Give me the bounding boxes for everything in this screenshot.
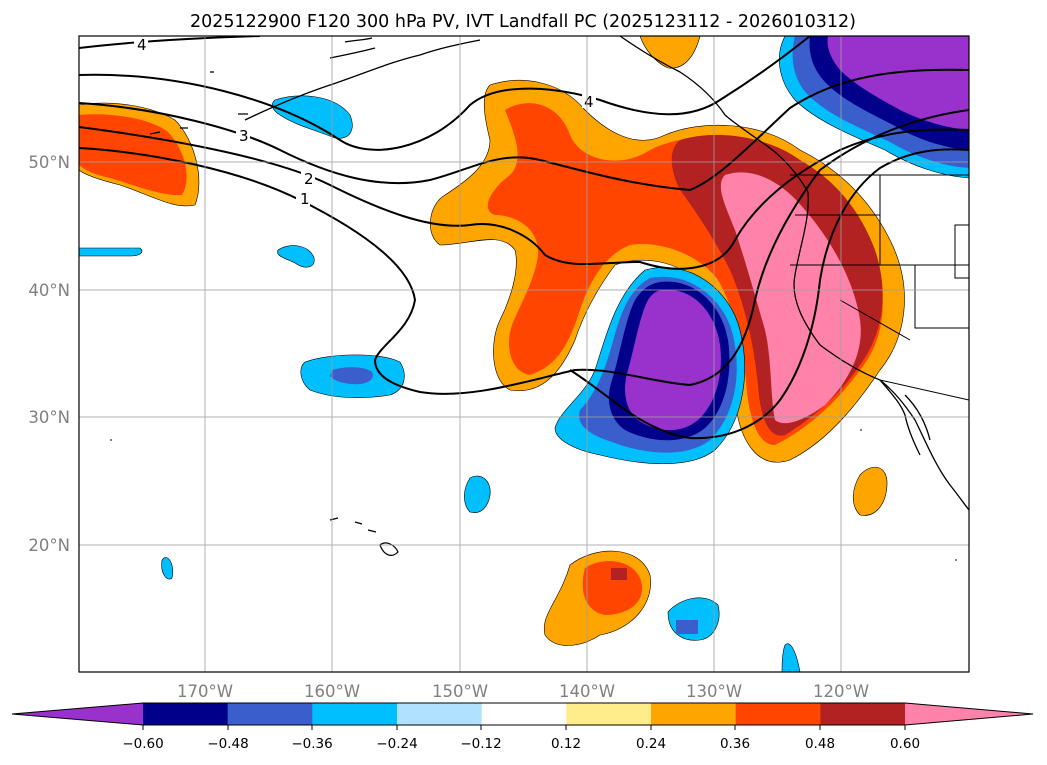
- lon-labels: 170°W 160°W 150°W 140°W 130°W 120°W: [177, 682, 869, 701]
- alaska-islands: [149, 37, 376, 135]
- colorbar-segment: [227, 703, 313, 725]
- positive-anomaly-gulf: [639, 36, 701, 69]
- colorbar-ticks: [142, 725, 906, 730]
- hawaii-islands: [329, 517, 399, 556]
- pv-contours: [79, 36, 969, 440]
- cb-label-012: 0.12: [551, 736, 581, 752]
- alaska-coast: [244, 36, 809, 193]
- positive-anomaly-baja: [852, 466, 888, 516]
- small-islands: [110, 429, 957, 561]
- negative-anomaly-south-2-core: [676, 620, 698, 634]
- colorbar-segment: [312, 703, 398, 725]
- cb-label-024: 0.24: [636, 736, 666, 752]
- positive-anomaly-pink: [720, 172, 861, 424]
- cb-label-neg024: −0.24: [376, 736, 417, 752]
- pv-label-2: 2: [304, 170, 314, 188]
- negative-anomaly-hawaii-n: [464, 475, 491, 513]
- colorbar: −0.60 −0.48 −0.36 −0.24 −0.12 0.12 0.24 …: [11, 702, 1034, 752]
- label-bg-4b: [134, 36, 148, 52]
- lat-label-50n: 50°N: [28, 153, 70, 172]
- negative-anomaly-ne-core: [827, 36, 969, 130]
- pv-label-4b: 4: [137, 36, 147, 54]
- pv-contour-1: [79, 109, 969, 395]
- pv-contour-4-north: [79, 36, 261, 49]
- lat-label-30n: 30°N: [28, 408, 70, 427]
- cb-label-neg036: −0.36: [291, 736, 332, 752]
- cb-label-060: 0.60: [890, 736, 920, 752]
- coastlines: [110, 36, 969, 561]
- negative-anomaly-midpac-core: [330, 367, 373, 385]
- lat-label-40n: 40°N: [28, 281, 70, 300]
- label-bg-1: [296, 190, 310, 206]
- us-west-coast: [793, 191, 969, 511]
- colorbar-segment: [397, 703, 483, 725]
- gridlines: [79, 36, 969, 672]
- lon-label-120w: 120°W: [813, 682, 869, 701]
- colorbar-segments: [12, 703, 1033, 725]
- pv-label-3: 3: [239, 127, 249, 145]
- label-bg-2: [301, 170, 315, 186]
- colorbar-segment: [820, 703, 906, 725]
- label-bg-3: [236, 126, 250, 142]
- pv-label-4a: 4: [584, 93, 594, 111]
- colorbar-extend-max: [905, 703, 1033, 725]
- pv-label-1: 1: [300, 190, 310, 208]
- pv-contour-2: [79, 126, 969, 270]
- lon-label-160w: 160°W: [304, 682, 360, 701]
- lat-label-20n: 20°N: [28, 536, 70, 555]
- pv-contour-4: [79, 36, 811, 151]
- colorbar-extend-min: [12, 703, 143, 725]
- figure-title: 2025122900 F120 300 hPa PV, IVT Landfall…: [190, 12, 856, 32]
- baja-coast: [879, 379, 931, 456]
- lon-label-170w: 170°W: [177, 682, 233, 701]
- colorbar-segment: [566, 703, 652, 725]
- cb-label-048: 0.48: [805, 736, 835, 752]
- lon-label-130w: 130°W: [686, 682, 742, 701]
- positive-anomaly-south-core: [611, 568, 627, 580]
- lon-label-140w: 140°W: [559, 682, 615, 701]
- negative-anomaly-small-1: [277, 245, 315, 268]
- colorbar-segment: [735, 703, 821, 725]
- pv-contour-3: [79, 68, 969, 192]
- colorbar-segment: [143, 703, 229, 725]
- map-frame: [78, 35, 970, 673]
- state-borders: [790, 174, 969, 401]
- map-panel: 1 2 3 4 4: [28, 35, 970, 701]
- colorbar-segment: [481, 703, 567, 725]
- colorbar-segment: [651, 703, 737, 725]
- colorbar-tick-labels: −0.60 −0.48 −0.36 −0.24 −0.12 0.12 0.24 …: [122, 736, 920, 752]
- positive-anomaly-westpac-red: [79, 114, 187, 196]
- pv-contour-1-south: [569, 148, 969, 440]
- positive-anomaly-south-red: [582, 561, 643, 615]
- lon-label-150w: 150°W: [432, 682, 488, 701]
- negative-anomaly-sw: [161, 557, 173, 580]
- negative-anomaly-center-core: [625, 289, 721, 431]
- cb-label-neg048: −0.48: [207, 736, 248, 752]
- lat-labels: 50°N 40°N 30°N 20°N: [28, 153, 70, 555]
- cb-label-036: 0.36: [720, 736, 750, 752]
- pv-contour-labels: 1 2 3 4 4: [134, 36, 596, 208]
- cb-label-neg012: −0.12: [460, 736, 501, 752]
- negative-anomaly-bottom: [781, 643, 801, 672]
- cb-label-neg060: −0.60: [122, 736, 163, 752]
- negative-anomaly-left-edge: [79, 247, 143, 257]
- label-bg-4a: [582, 92, 596, 108]
